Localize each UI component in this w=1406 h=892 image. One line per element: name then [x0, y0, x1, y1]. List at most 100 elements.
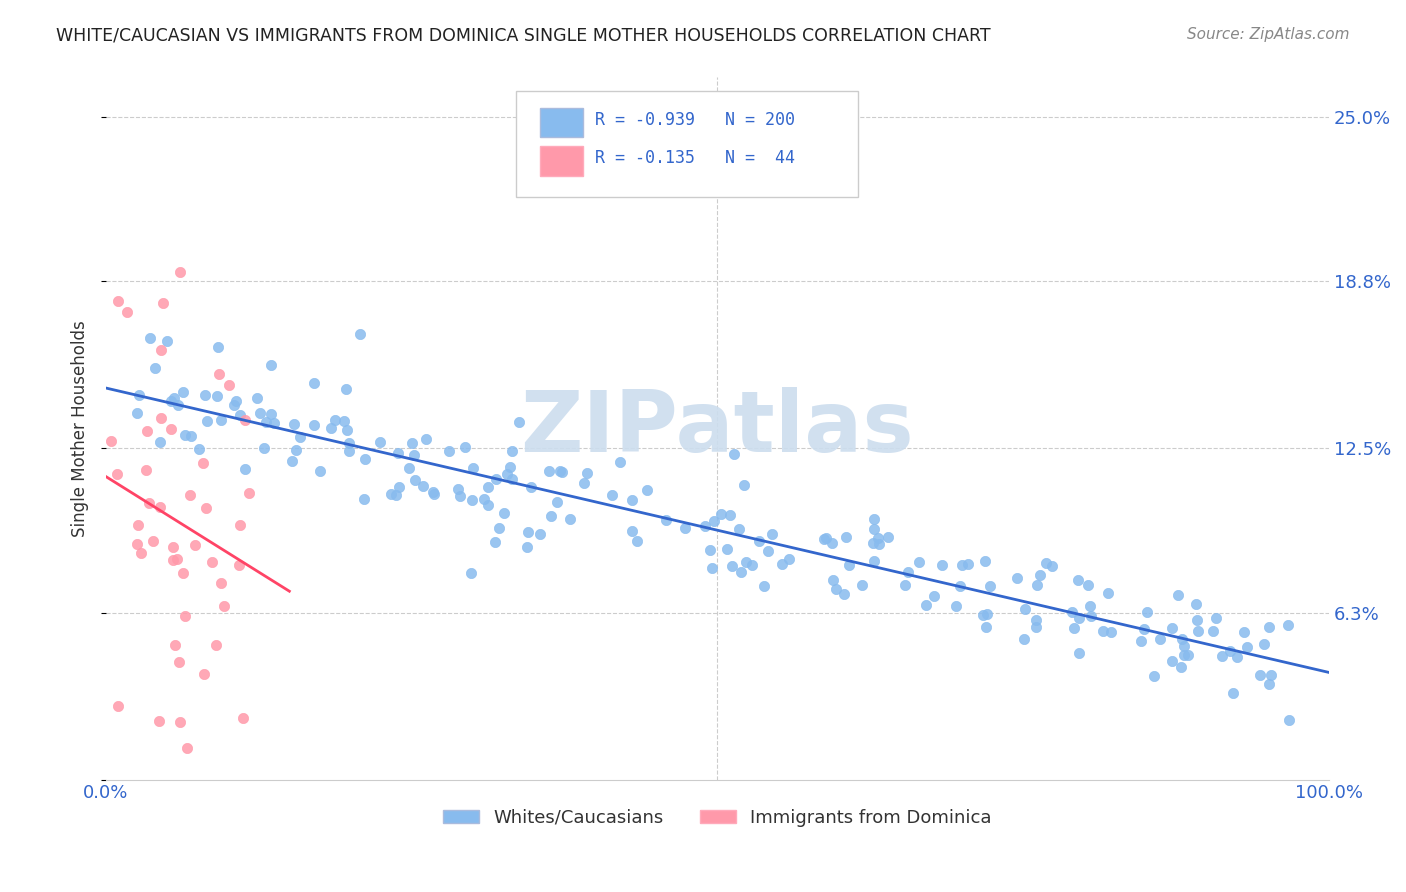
Point — [201, 555, 224, 569]
Point — [1258, 677, 1281, 691]
Point — [284, 442, 307, 457]
Point — [100, 434, 122, 449]
Point — [574, 475, 596, 490]
Point — [876, 530, 898, 544]
Point — [159, 394, 181, 409]
Point — [1129, 634, 1152, 648]
Point — [335, 382, 357, 396]
Point — [160, 421, 183, 435]
Point — [172, 384, 194, 399]
Point — [1080, 609, 1102, 624]
Point — [183, 538, 205, 552]
Point — [205, 638, 228, 652]
Point — [720, 558, 742, 573]
Point — [477, 498, 499, 512]
Point — [283, 417, 305, 432]
Point — [972, 608, 994, 623]
Point — [422, 484, 444, 499]
Point — [1257, 620, 1279, 634]
Point — [385, 488, 408, 502]
Point — [1211, 649, 1233, 664]
Point — [142, 533, 165, 548]
Point — [1170, 660, 1192, 674]
Point — [1063, 621, 1085, 635]
Point — [1205, 611, 1227, 625]
Text: R = -0.939   N = 200: R = -0.939 N = 200 — [595, 111, 796, 128]
Point — [1253, 637, 1275, 651]
FancyBboxPatch shape — [540, 146, 583, 176]
Point — [368, 434, 391, 449]
Point — [115, 305, 138, 319]
Point — [228, 408, 250, 422]
Point — [529, 527, 551, 541]
Point — [761, 527, 783, 541]
Point — [423, 486, 446, 500]
Point — [353, 492, 375, 507]
Point — [1173, 639, 1195, 653]
Point — [319, 421, 342, 435]
Point — [167, 655, 190, 669]
Point — [1249, 668, 1271, 682]
Point — [129, 546, 152, 560]
Point — [191, 456, 214, 470]
Point — [485, 473, 508, 487]
Point — [260, 407, 283, 421]
Point — [1097, 586, 1119, 600]
Point — [756, 544, 779, 558]
Point — [207, 340, 229, 354]
Point — [209, 575, 232, 590]
Point — [233, 462, 256, 476]
Point — [212, 599, 235, 614]
Point — [492, 506, 515, 520]
Point — [162, 553, 184, 567]
Point — [138, 496, 160, 510]
Point — [823, 574, 845, 588]
Point — [107, 293, 129, 308]
Point — [540, 508, 562, 523]
Point — [538, 464, 561, 478]
Point — [863, 522, 886, 536]
Point — [488, 521, 510, 535]
Point — [862, 536, 884, 550]
Point — [1012, 632, 1035, 646]
FancyBboxPatch shape — [540, 108, 583, 137]
Point — [770, 557, 793, 571]
Point — [1222, 686, 1244, 700]
Point — [1160, 621, 1182, 635]
Point — [353, 451, 375, 466]
Point — [388, 480, 411, 494]
Point — [139, 331, 162, 345]
Point — [152, 296, 174, 310]
Point — [107, 699, 129, 714]
Point — [336, 423, 359, 437]
Point — [974, 620, 997, 634]
Point — [281, 454, 304, 468]
Point — [621, 493, 644, 508]
Point — [908, 555, 931, 569]
Point — [398, 460, 420, 475]
Point — [446, 482, 468, 496]
Point — [415, 433, 437, 447]
Point — [835, 530, 858, 544]
Point — [1007, 571, 1029, 585]
Point — [150, 411, 173, 425]
Point — [150, 343, 173, 357]
Point — [254, 415, 277, 429]
Point — [700, 561, 723, 575]
Point — [636, 483, 658, 498]
Point — [169, 265, 191, 279]
Point — [931, 558, 953, 572]
Point — [449, 489, 471, 503]
Point — [125, 537, 148, 551]
Point — [224, 398, 246, 412]
Point — [125, 406, 148, 420]
Point — [454, 440, 477, 454]
Point — [225, 393, 247, 408]
Point — [195, 501, 218, 516]
Point — [218, 378, 240, 392]
Point — [575, 467, 598, 481]
FancyBboxPatch shape — [516, 92, 858, 197]
Point — [1219, 644, 1241, 658]
Point — [401, 436, 423, 450]
Point — [1025, 620, 1047, 634]
